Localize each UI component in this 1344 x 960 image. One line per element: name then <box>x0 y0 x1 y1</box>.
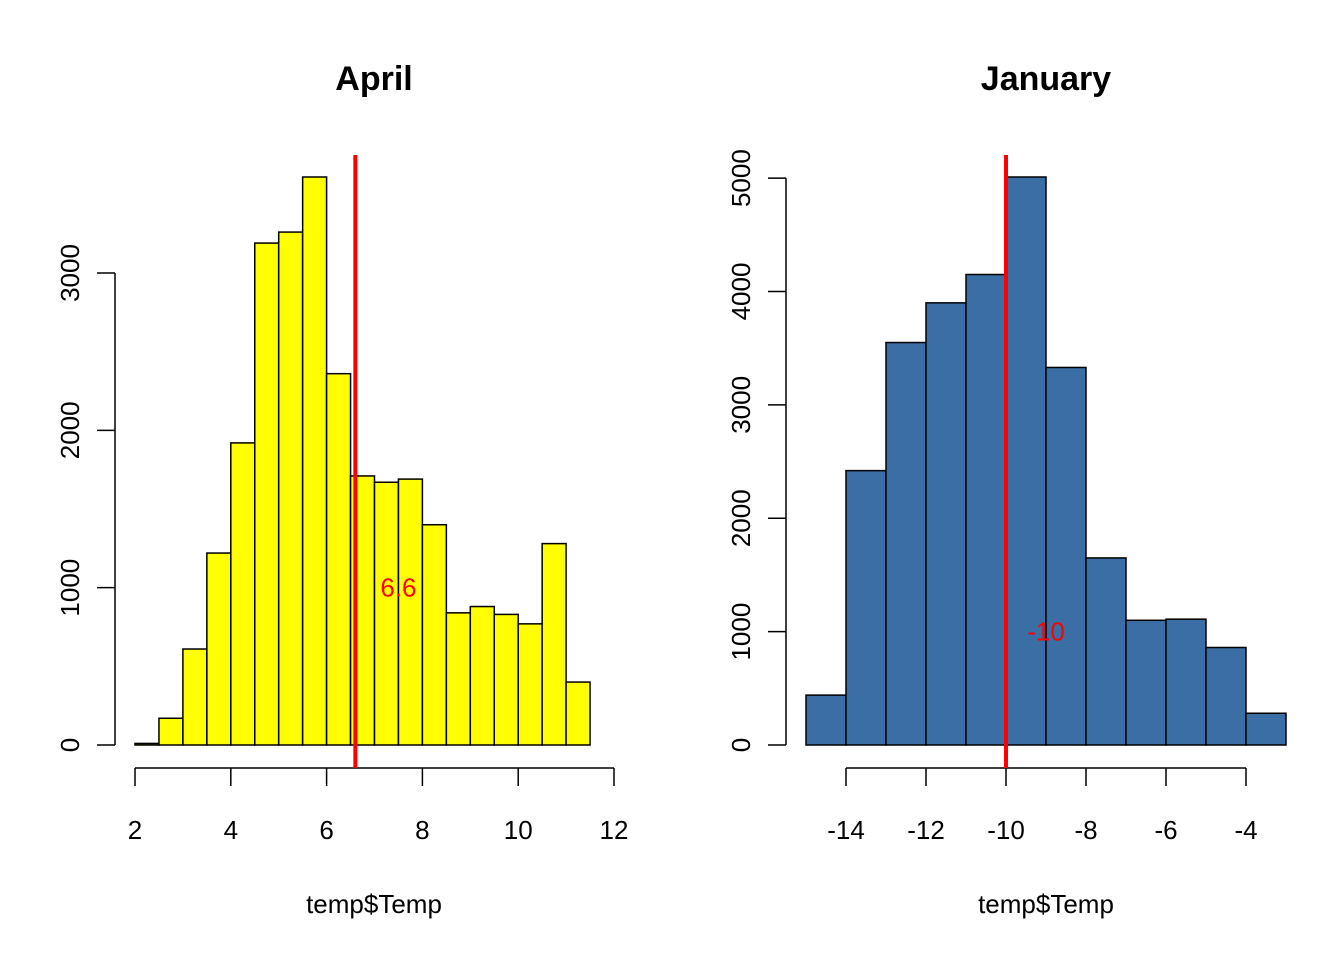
january-y-tick-label: 2000 <box>726 489 756 547</box>
january-mean-annotation: -10 <box>1027 617 1065 647</box>
january-x-tick-label: -12 <box>907 815 945 845</box>
january-histogram-panel: January temp$Temp 0 1000 2000 3000 4000 5000 -… <box>726 60 1287 919</box>
january-bar <box>1045 366 1087 746</box>
april-y-tick-label: 1000 <box>55 559 85 617</box>
april-bar <box>493 613 519 746</box>
january-y-tick-label: 0 <box>726 738 756 752</box>
january-x-tick-label: -14 <box>827 815 865 845</box>
april-bar <box>182 648 208 746</box>
april-y-tick-label: 2000 <box>55 401 85 459</box>
january-bar <box>925 302 967 746</box>
april-bar <box>158 717 184 746</box>
april-chart-title: April <box>335 60 412 98</box>
january-x-axis-label: temp$Temp <box>978 889 1114 919</box>
january-bar <box>965 273 1007 746</box>
april-bar <box>421 523 448 746</box>
april-x-tick-label: 12 <box>600 815 629 845</box>
april-bar <box>445 612 472 746</box>
january-chart-title: January <box>981 60 1111 98</box>
april-x-tick-label: 6 <box>319 815 333 845</box>
january-y-tick-label: 5000 <box>726 149 756 207</box>
april-x-tick-label: 8 <box>415 815 429 845</box>
april-bar <box>230 442 256 746</box>
april-mean-annotation: 6.6 <box>380 573 416 603</box>
january-x-tick-label: -4 <box>1234 815 1257 845</box>
april-bar <box>325 372 352 746</box>
january-bar <box>1245 712 1287 746</box>
april-y-tick-label: 3000 <box>55 244 85 302</box>
april-bar <box>469 605 495 746</box>
january-bar <box>805 694 847 746</box>
january-x-tick-label: -8 <box>1074 815 1097 845</box>
april-bar <box>277 231 304 746</box>
january-bar <box>1205 646 1247 746</box>
april-bar <box>254 242 280 746</box>
april-bar <box>565 681 591 746</box>
january-bar <box>845 469 887 746</box>
april-bar <box>134 742 160 746</box>
january-y-tick-label: 1000 <box>726 603 756 661</box>
january-y-tick-label: 4000 <box>726 263 756 321</box>
january-bar <box>1085 557 1127 746</box>
april-bar <box>373 481 400 746</box>
april-x-tick-label: 4 <box>224 815 238 845</box>
january-x-tick-label: -6 <box>1154 815 1177 845</box>
january-bar <box>1005 176 1047 746</box>
april-x-tick-label: 10 <box>504 815 533 845</box>
april-bar <box>397 478 424 746</box>
january-bar <box>1125 619 1167 746</box>
january-bar <box>885 341 927 746</box>
april-y-tick-label: 0 <box>55 738 85 752</box>
april-bar <box>517 623 543 746</box>
april-x-tick-label: 2 <box>128 815 142 845</box>
january-y-tick-label: 3000 <box>726 376 756 434</box>
april-histogram-panel: April temp$Temp 0 1000 2000 3000 2 4 6 8 10 12 6.6 <box>55 60 628 919</box>
january-bar <box>1165 618 1207 746</box>
april-x-axis-label: temp$Temp <box>306 889 442 919</box>
april-bar <box>541 542 567 746</box>
january-x-tick-label: -10 <box>987 815 1025 845</box>
april-bar <box>301 176 328 746</box>
april-bar <box>206 552 232 746</box>
